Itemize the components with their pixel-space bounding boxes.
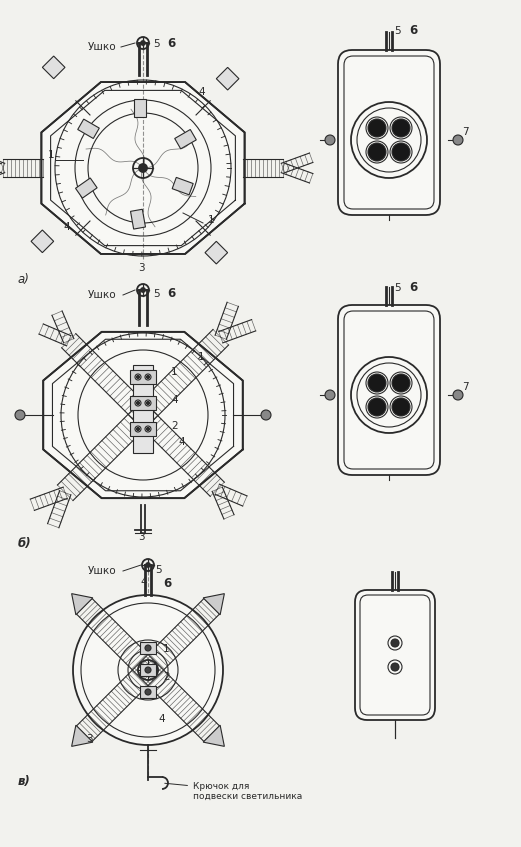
Circle shape	[137, 428, 140, 430]
Circle shape	[146, 375, 150, 379]
Circle shape	[325, 135, 335, 145]
Bar	[133, 365, 153, 453]
Text: 4: 4	[178, 437, 184, 447]
Bar	[175, 130, 196, 149]
Circle shape	[141, 288, 145, 292]
Bar	[216, 68, 239, 90]
Circle shape	[139, 164, 147, 172]
Text: Ушко: Ушко	[88, 566, 117, 576]
Circle shape	[368, 398, 386, 416]
Circle shape	[137, 375, 140, 379]
Polygon shape	[41, 82, 245, 254]
Text: 4: 4	[198, 87, 205, 97]
Circle shape	[146, 563, 150, 567]
Text: 2: 2	[171, 421, 178, 431]
Polygon shape	[71, 594, 93, 615]
Text: 1: 1	[208, 215, 215, 225]
FancyBboxPatch shape	[338, 305, 440, 475]
Text: 3: 3	[138, 532, 145, 542]
Polygon shape	[203, 594, 225, 615]
Bar	[76, 178, 97, 198]
Circle shape	[391, 639, 399, 647]
Circle shape	[453, 135, 463, 145]
Circle shape	[141, 41, 145, 45]
Circle shape	[453, 390, 463, 400]
Text: 1: 1	[48, 150, 55, 160]
Text: 7: 7	[462, 127, 468, 137]
Text: 1: 1	[198, 352, 205, 362]
Bar	[140, 642, 156, 654]
Text: 5: 5	[394, 26, 401, 36]
Text: 7: 7	[462, 382, 468, 392]
FancyBboxPatch shape	[355, 590, 435, 720]
Text: 5: 5	[153, 289, 159, 299]
Circle shape	[368, 143, 386, 161]
Circle shape	[140, 412, 146, 418]
FancyBboxPatch shape	[338, 50, 440, 215]
Circle shape	[325, 390, 335, 400]
Circle shape	[368, 119, 386, 137]
Text: 4: 4	[140, 577, 146, 587]
Text: 1: 1	[171, 367, 178, 377]
Polygon shape	[43, 332, 243, 498]
Bar	[134, 99, 146, 117]
Text: б): б)	[18, 537, 32, 550]
Bar	[78, 119, 100, 139]
Text: 6: 6	[167, 37, 175, 50]
Text: Ушко: Ушко	[88, 42, 117, 52]
Polygon shape	[203, 725, 225, 746]
Circle shape	[392, 374, 410, 392]
Circle shape	[146, 428, 150, 430]
Circle shape	[146, 401, 150, 405]
Text: а): а)	[18, 273, 30, 286]
Circle shape	[145, 667, 151, 673]
Text: 3: 3	[86, 734, 93, 744]
Circle shape	[15, 410, 25, 420]
Circle shape	[261, 410, 271, 420]
Text: 5: 5	[155, 565, 162, 575]
Text: 2: 2	[163, 672, 170, 682]
Circle shape	[73, 595, 223, 745]
Text: в): в)	[18, 775, 31, 788]
Circle shape	[368, 374, 386, 392]
Text: 1: 1	[163, 644, 170, 654]
Bar	[130, 422, 156, 436]
Text: 5: 5	[394, 283, 401, 293]
Bar	[130, 370, 156, 384]
Circle shape	[145, 645, 151, 651]
Polygon shape	[71, 725, 93, 746]
Circle shape	[145, 667, 151, 673]
Bar	[31, 230, 54, 252]
Bar	[131, 209, 145, 229]
Circle shape	[392, 119, 410, 137]
Circle shape	[145, 689, 151, 695]
Text: 3: 3	[138, 263, 145, 273]
Circle shape	[392, 398, 410, 416]
Circle shape	[137, 401, 140, 405]
Text: 5: 5	[153, 39, 159, 49]
Circle shape	[391, 663, 399, 671]
Text: 6: 6	[409, 24, 417, 37]
Circle shape	[392, 143, 410, 161]
Text: 6: 6	[409, 281, 417, 294]
Bar	[140, 686, 156, 698]
Text: 4: 4	[171, 395, 178, 405]
Text: 6: 6	[167, 287, 175, 300]
Bar	[130, 396, 156, 410]
Bar	[172, 177, 193, 195]
Bar	[42, 56, 65, 79]
Text: 4: 4	[63, 222, 70, 232]
Bar	[205, 241, 228, 264]
Text: 4: 4	[158, 714, 165, 724]
Text: Ушко: Ушко	[88, 290, 117, 300]
Bar	[140, 664, 156, 676]
Text: Крючок для
подвески светильника: Крючок для подвески светильника	[165, 782, 302, 801]
Text: 6: 6	[163, 577, 171, 590]
